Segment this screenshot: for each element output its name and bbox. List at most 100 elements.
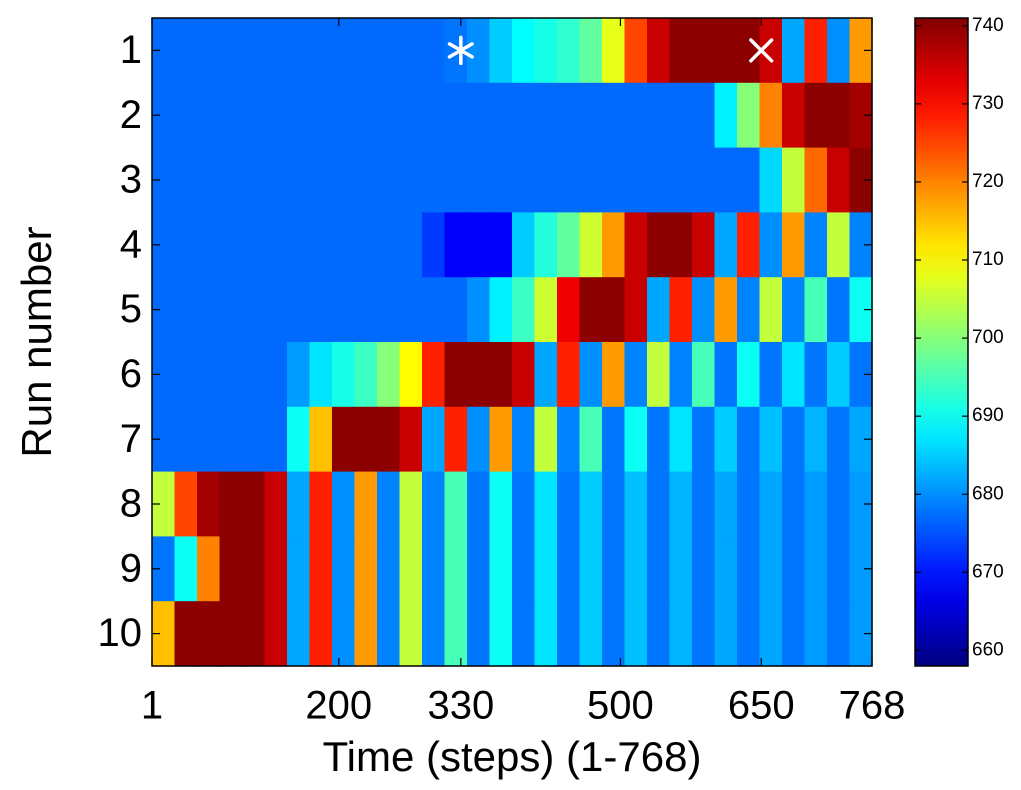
heatmap-cell (624, 147, 648, 213)
heatmap-cell (332, 471, 356, 537)
heatmap-cell (512, 212, 536, 278)
plot-frame (151, 17, 873, 667)
heatmap-cell (579, 147, 603, 213)
heatmap-cell (512, 18, 536, 84)
heatmap-cell (377, 342, 401, 408)
heatmap-cell (422, 536, 446, 602)
heatmap-cell (804, 147, 828, 213)
heatmap-cell (377, 536, 401, 602)
heatmap-cell (714, 601, 738, 667)
heatmap-cell (444, 601, 468, 667)
heatmap-cell (804, 406, 828, 473)
marker (749, 38, 774, 63)
heatmap-cell (579, 536, 603, 602)
heatmap-cell (309, 18, 333, 84)
heatmap-cell (534, 18, 558, 84)
heatmap-cell (737, 82, 761, 149)
y-axis-label: Run number (13, 226, 60, 457)
x-axis-label: Time (steps) (1-768) (323, 733, 702, 780)
heatmap-cell (399, 471, 423, 537)
heatmap-cell (197, 277, 221, 343)
heatmap-cell (197, 342, 221, 408)
heatmap-cell (377, 147, 401, 213)
heatmap-cell (219, 342, 243, 408)
heatmap-cell (534, 147, 558, 213)
heatmap-cell (152, 601, 176, 667)
heatmap-cell (399, 147, 423, 213)
heatmap-cell (602, 212, 626, 278)
heatmap-cell (377, 82, 401, 149)
heatmap-cell (467, 212, 491, 278)
heatmap-cell (332, 18, 356, 84)
heatmap-cell (647, 18, 671, 84)
heatmap-cell (174, 471, 198, 537)
heatmap-cell (782, 471, 806, 537)
heatmap-cell (804, 82, 828, 149)
heatmap-cell (624, 536, 648, 602)
heatmap-cell (242, 536, 266, 602)
heatmap-cell (669, 212, 693, 278)
heatmap-cell (849, 536, 873, 602)
heatmap-cell (174, 406, 198, 473)
heatmap-cell (737, 212, 761, 278)
heatmap-cell (197, 406, 221, 473)
x-tick-label: 330 (427, 684, 494, 728)
heatmap-cell (534, 406, 558, 473)
heatmap-cell (759, 18, 783, 84)
heatmap-cell (354, 342, 378, 408)
heatmap-cell (332, 82, 356, 149)
heatmap-cell (264, 406, 288, 473)
heatmap-cell (647, 406, 671, 473)
heatmap-cell (309, 277, 333, 343)
x-tick-label: 500 (587, 684, 654, 728)
heatmap-cell (602, 406, 626, 473)
heatmap-cell (242, 82, 266, 149)
heatmap-cell (422, 82, 446, 149)
heatmap-cell (399, 277, 423, 343)
heatmap-cell (827, 277, 851, 343)
heatmap-cell (489, 601, 513, 667)
heatmap-cell (579, 342, 603, 408)
heatmap-cell (332, 277, 356, 343)
heatmap-cell (602, 342, 626, 408)
heatmap-cell (287, 82, 311, 149)
heatmap-cell (669, 342, 693, 408)
heatmap-cell (782, 212, 806, 278)
heatmap-cell (467, 82, 491, 149)
heatmap-cell (264, 212, 288, 278)
heatmap-cell (849, 147, 873, 213)
heatmap-cell (602, 601, 626, 667)
heatmap-cell (714, 82, 738, 149)
heatmap-cell (759, 471, 783, 537)
heatmap-cell (692, 471, 716, 537)
heatmap-cell (827, 406, 851, 473)
heatmap-cell (737, 147, 761, 213)
heatmap-cell (557, 82, 581, 149)
heatmap-cell (849, 18, 873, 84)
heatmap-cell (174, 212, 198, 278)
colorbar-tick-label: 670 (972, 561, 1004, 582)
heatmap-cell (669, 601, 693, 667)
heatmap-cell (512, 601, 536, 667)
heatmap-cell (647, 82, 671, 149)
heatmap-cell (489, 18, 513, 84)
heatmap-cell (152, 471, 176, 537)
heatmap-cell (714, 18, 738, 84)
heatmap-cell (804, 342, 828, 408)
heatmap-cell (422, 212, 446, 278)
heatmap-cell (714, 212, 738, 278)
heatmap-cell (489, 342, 513, 408)
heatmap-cell (197, 82, 221, 149)
colorbar-tick-label: 700 (972, 327, 1004, 348)
heatmap-cell (377, 18, 401, 84)
marker (447, 35, 474, 66)
heatmap-cell (309, 82, 333, 149)
heatmap-cell (579, 601, 603, 667)
heatmap-cell (669, 147, 693, 213)
heatmap-cell (579, 212, 603, 278)
heatmap-cell (399, 536, 423, 602)
heatmap-cell (849, 342, 873, 408)
heatmap-cell (534, 536, 558, 602)
heatmap-cell (624, 406, 648, 473)
heatmap-cell (174, 277, 198, 343)
